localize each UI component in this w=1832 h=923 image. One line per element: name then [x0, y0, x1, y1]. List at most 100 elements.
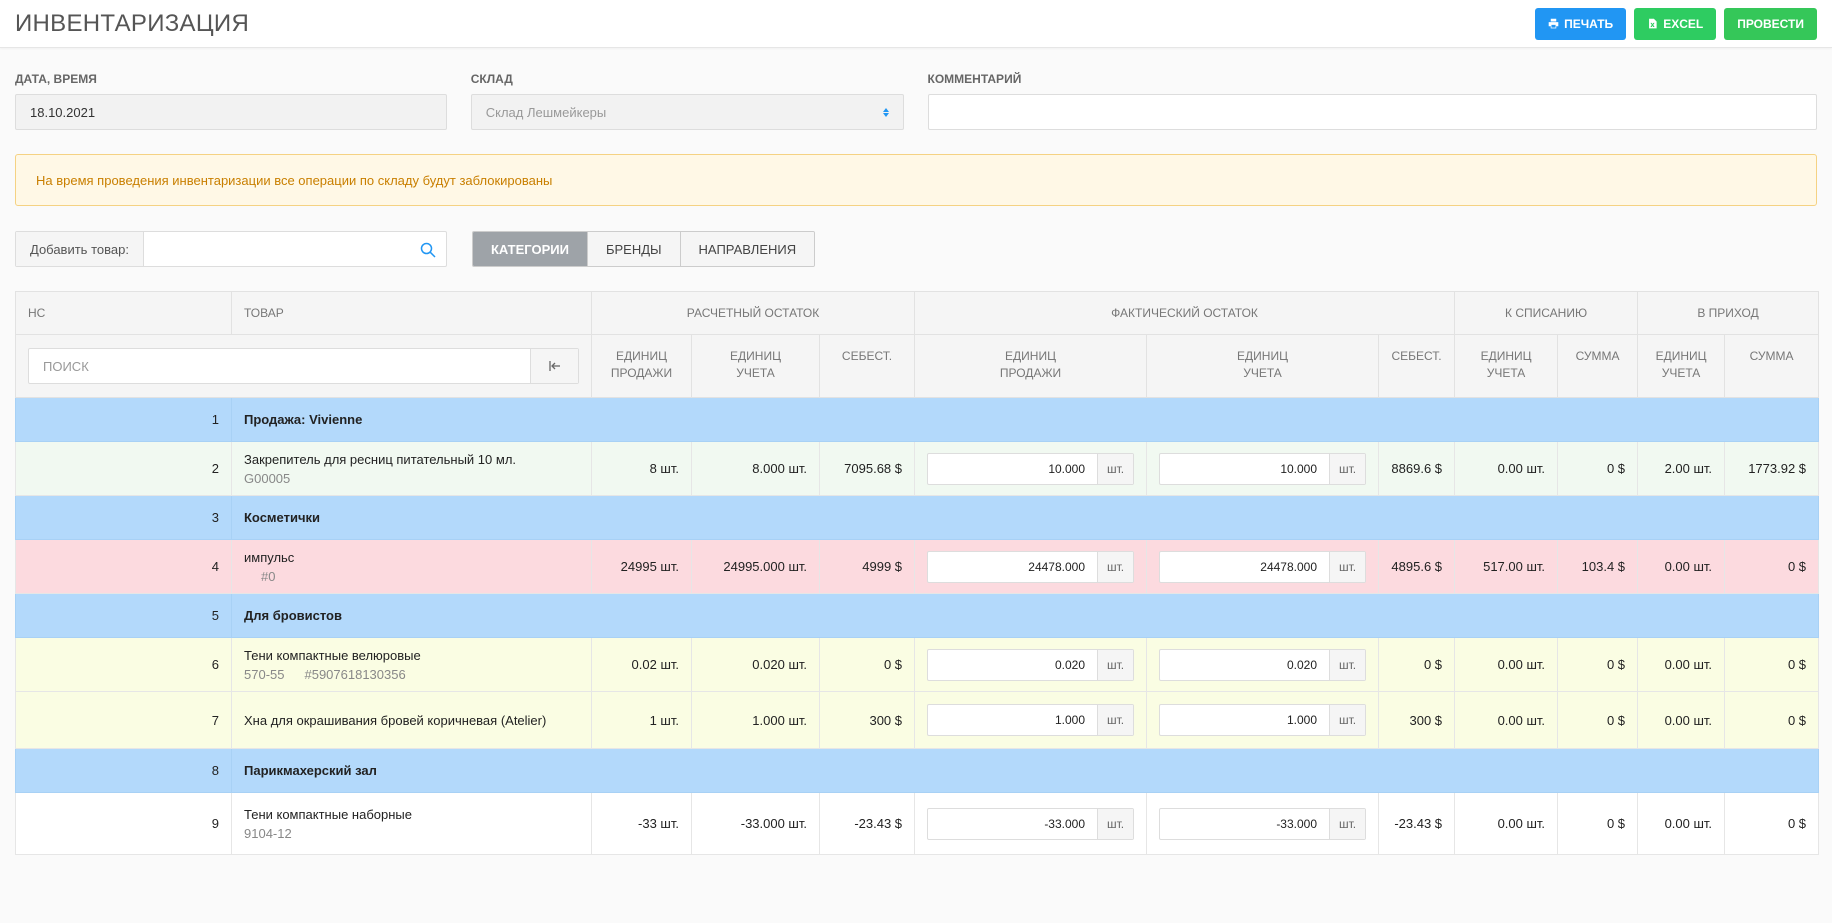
writeoff-sum: 103.4 $ [1557, 539, 1639, 594]
fact-sale-input[interactable]: 0.020 [1054, 657, 1086, 672]
calc-sale-units: 1 шт. [591, 691, 692, 749]
tab-directions[interactable]: НАПРАВЛЕНИЯ [680, 232, 815, 266]
fact-cost: 4895.6 $ [1378, 539, 1456, 594]
search-icon[interactable] [420, 242, 436, 258]
table-row: 6 Тени компактные велюровые 570-55 #590761… [15, 637, 1820, 692]
table-row: 4 импульс #0 24995 шт. 24995.000 шт. 4999… [15, 539, 1820, 594]
table-row: 2 Закрепитель для ресниц питательный 10 … [15, 441, 1820, 496]
category-name: Продажа: Vivienne [230, 397, 1820, 442]
grouping-tabs: КАТЕГОРИИ БРЕНДЫ НАПРАВЛЕНИЯ [472, 231, 816, 267]
fact-acc-input[interactable]: 10.000 [1280, 461, 1318, 476]
fact-sale-input[interactable]: 1.000 [1054, 713, 1086, 727]
sub-calc-acc: ЕДИНИЦ УЧЕТА [691, 334, 820, 398]
warehouse-select[interactable]: Склад Лешмейкеры [470, 94, 904, 130]
row-number: 3 [15, 495, 232, 540]
date-field[interactable]: 18.10.2021 [15, 94, 447, 130]
writeoff-sum: 0 $ [1557, 441, 1639, 496]
product-name: Закрепитель для ресниц питательный 10 мл… [244, 451, 517, 467]
tab-categories[interactable]: КАТЕГОРИИ [473, 232, 588, 266]
fact-sale-input[interactable]: 10.000 [1048, 461, 1086, 476]
row-number: 4 [15, 539, 232, 594]
fact-acc-cell: -33.000 шт. [1146, 792, 1380, 855]
fact-sale-cell: 10.000 шт. [914, 441, 1148, 496]
unit-label: шт. [1329, 808, 1366, 839]
fact-acc-input[interactable]: 0.020 [1286, 657, 1318, 672]
unit-label: шт. [1097, 551, 1134, 582]
fact-cost: 8869.6 $ [1378, 441, 1456, 496]
header-actions: ПЕЧАТЬ EXCEL ПРОВЕСТИ [1535, 7, 1817, 40]
income-sum: 0 $ [1724, 691, 1820, 749]
fact-acc-input[interactable]: -33.000 [1276, 816, 1318, 831]
product-name: Тени компактные велюровые [244, 647, 421, 663]
row-number: 7 [15, 691, 232, 749]
product-name: импульс [244, 549, 295, 565]
calc-acc-units: 1.000 шт. [691, 691, 820, 749]
category-row: 3 Косметички [15, 495, 1820, 540]
unit-label: шт. [1097, 453, 1134, 484]
unit-label: шт. [1329, 453, 1366, 484]
table-search: Поиск [28, 348, 579, 384]
sub-fact-acc: ЕДИНИЦ УЧЕТА [1146, 334, 1380, 398]
row-number: 2 [15, 441, 232, 496]
add-product-label: Добавить товар: [16, 232, 144, 266]
income-sum: 0 $ [1724, 539, 1820, 594]
print-button-label: ПЕЧАТЬ [1564, 16, 1614, 31]
sub-in-acc: ЕДИНИЦ УЧЕТА [1637, 334, 1726, 398]
document-form: ДАТА, ВРЕМЯ 18.10.2021 СКЛАД Склад Лешме… [0, 72, 1832, 130]
sub-fact-cost: СЕБЕСТ. [1378, 334, 1456, 398]
fact-acc-cell: 10.000 шт. [1146, 441, 1380, 496]
fact-sale-cell: 1.000 шт. [914, 691, 1148, 749]
fact-acc-input[interactable]: 1.000 [1286, 713, 1318, 727]
excel-button[interactable]: EXCEL [1634, 7, 1717, 40]
category-name: Парикмахерский зал [230, 748, 1820, 793]
table-search-input[interactable]: Поиск [43, 358, 89, 374]
fact-sale-input[interactable]: -33.000 [1044, 816, 1086, 831]
product-cell: Закрепитель для ресниц питательный 10 мл… [231, 441, 592, 496]
product-code: 570-55 [244, 666, 285, 682]
fact-acc-input[interactable]: 24478.000 [1260, 559, 1318, 574]
unit-label: шт. [1329, 649, 1366, 680]
col-writeoff: К СПИСАНИЮ [1454, 291, 1639, 335]
unit-label: шт. [1097, 649, 1134, 680]
writeoff-sum: 0 $ [1557, 637, 1639, 692]
col-calc-stock: РАСЧЕТНЫЙ ОСТАТОК [590, 291, 916, 335]
product-name: Тени компактные наборные [244, 806, 412, 822]
fact-acc-cell: 0.020 шт. [1146, 637, 1380, 692]
table-toolbar: Добавить товар: КАТЕГОРИИ БРЕНДЫ НАПРАВЛ… [0, 231, 1832, 267]
calc-acc-units: 24995.000 шт. [691, 539, 820, 594]
income-units: 0.00 шт. [1637, 539, 1726, 594]
table-row: 7 Хна для окрашивания бровей коричневая … [15, 691, 1820, 749]
calc-cost: 4999 $ [818, 539, 916, 594]
comment-group: КОММЕНТАРИЙ [927, 72, 1817, 130]
col-nc: НС [15, 291, 232, 335]
fact-sale-cell: -33.000 шт. [914, 792, 1148, 855]
fact-cost: 0 $ [1378, 637, 1456, 692]
add-product-input[interactable] [144, 232, 446, 266]
category-name: Косметички [230, 495, 1820, 540]
top-bar: ИНВЕНТАРИЗАЦИЯ ПЕЧАТЬ EXCEL ПРОВЕСТИ [0, 0, 1832, 48]
sub-fact-sale: ЕДИНИЦ ПРОДАЖИ [914, 334, 1148, 398]
warehouse-group: СКЛАД Склад Лешмейкеры [470, 72, 904, 130]
calc-sale-units: 24995 шт. [591, 539, 692, 594]
col-fact-stock: ФАКТИЧЕСКИЙ ОСТАТОК [914, 291, 1456, 335]
product-code: 9104-12 [244, 825, 292, 841]
col-product: ТОВАР [231, 291, 592, 335]
arrow-to-left-icon [548, 361, 560, 371]
tab-brands[interactable]: БРЕНДЫ [587, 232, 681, 266]
warehouse-select-value: Склад Лешмейкеры [485, 104, 607, 120]
calc-acc-units: 8.000 шт. [691, 441, 820, 496]
unit-label: шт. [1097, 808, 1134, 839]
comment-label: КОММЕНТАРИЙ [927, 72, 1022, 86]
fact-cost: 300 $ [1378, 691, 1456, 749]
fact-sale-input[interactable]: 24478.000 [1028, 559, 1086, 574]
conduct-button[interactable]: ПРОВЕСТИ [1724, 7, 1817, 40]
calc-acc-units: 0.020 шт. [691, 637, 820, 692]
comment-input[interactable] [927, 94, 1817, 130]
row-number: 5 [15, 593, 232, 638]
col-income: В ПРИХОД [1637, 291, 1820, 335]
product-cell: импульс #0 [231, 539, 592, 594]
row-number: 8 [15, 748, 232, 793]
product-barcode: #5907618130356 [304, 666, 406, 682]
print-button[interactable]: ПЕЧАТЬ [1535, 7, 1627, 40]
collapse-button[interactable] [530, 349, 578, 383]
